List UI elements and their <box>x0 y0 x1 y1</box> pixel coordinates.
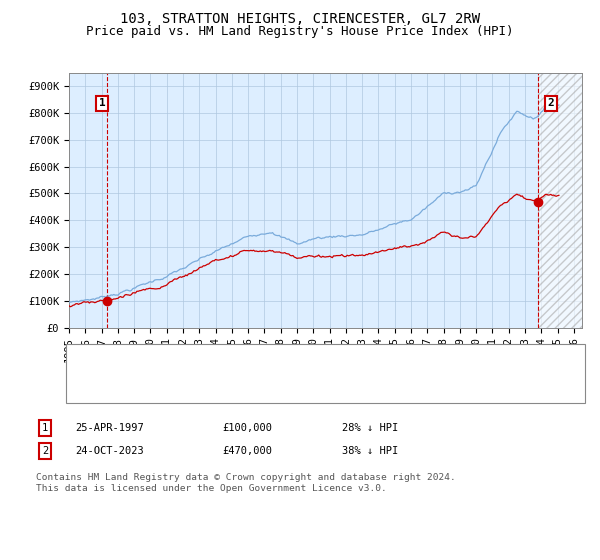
Text: 38% ↓ HPI: 38% ↓ HPI <box>342 446 398 456</box>
Text: 2: 2 <box>548 99 554 109</box>
Text: £470,000: £470,000 <box>222 446 272 456</box>
Text: 103, STRATTON HEIGHTS, CIRENCESTER, GL7 2RW (detached house): 103, STRATTON HEIGHTS, CIRENCESTER, GL7 … <box>120 357 495 367</box>
Text: 25-APR-1997: 25-APR-1997 <box>75 423 144 433</box>
Text: 24-OCT-2023: 24-OCT-2023 <box>75 446 144 456</box>
Text: 28% ↓ HPI: 28% ↓ HPI <box>342 423 398 433</box>
Text: 1: 1 <box>98 99 105 109</box>
Text: 103, STRATTON HEIGHTS, CIRENCESTER, GL7 2RW: 103, STRATTON HEIGHTS, CIRENCESTER, GL7 … <box>120 12 480 26</box>
Text: Contains HM Land Registry data © Crown copyright and database right 2024.
This d: Contains HM Land Registry data © Crown c… <box>36 473 456 493</box>
Bar <box>538 73 582 328</box>
Text: Price paid vs. HM Land Registry's House Price Index (HPI): Price paid vs. HM Land Registry's House … <box>86 25 514 38</box>
Text: 2: 2 <box>42 446 48 456</box>
Text: HPI: Average price, detached house, Cotswold: HPI: Average price, detached house, Cots… <box>120 382 395 392</box>
Text: 1: 1 <box>42 423 48 433</box>
Text: £100,000: £100,000 <box>222 423 272 433</box>
